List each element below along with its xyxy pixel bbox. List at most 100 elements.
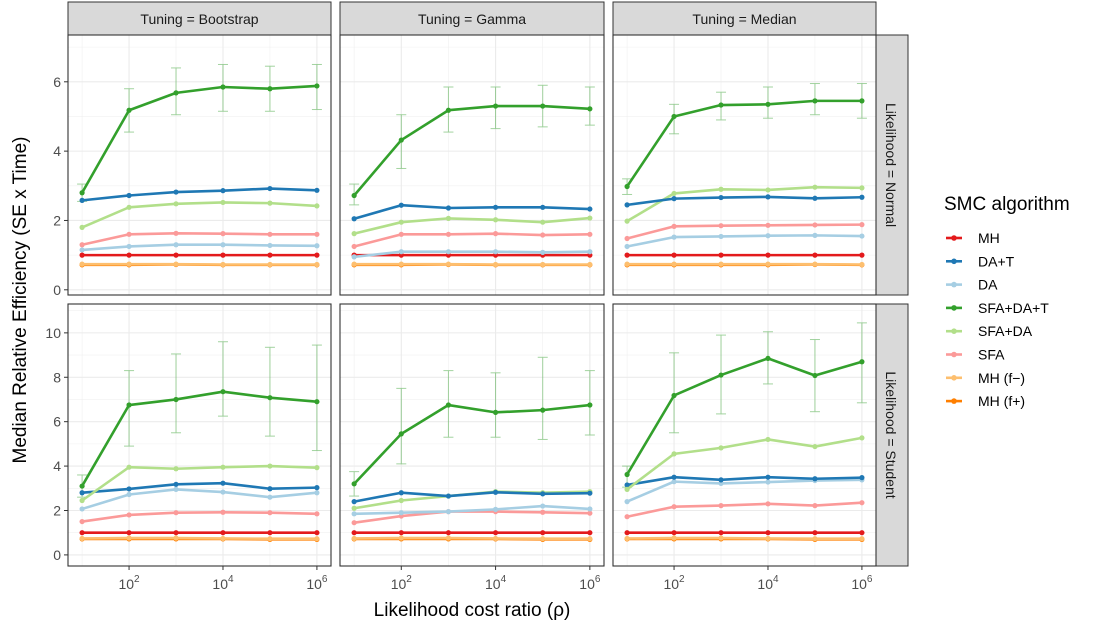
data-point-da [718, 233, 724, 240]
data-point-sfa [173, 230, 179, 236]
legend-entry-da: DA [946, 277, 998, 293]
data-point-mh [220, 530, 226, 536]
data-point-sfa [445, 231, 452, 237]
data-point-sfa [587, 510, 593, 516]
error-bar [264, 346, 275, 437]
data-point-mh [718, 252, 724, 258]
data-point-da-t [126, 192, 132, 199]
data-point-sfa-da-t [765, 101, 771, 107]
data-point-sfa [812, 222, 818, 228]
data-point-sfa-da [267, 200, 273, 206]
data-point-mh [126, 530, 132, 536]
data-point-da-t [398, 202, 404, 208]
y-tick-label: 6 [53, 74, 61, 90]
legend-key-point [951, 235, 957, 241]
data-point-sfa-da-t [173, 90, 179, 96]
data-point-mh-f [398, 261, 404, 267]
data-point-da-t [859, 475, 865, 481]
data-point-da [492, 249, 499, 255]
data-point-sfa-da-t [220, 84, 226, 90]
data-point-da [351, 511, 357, 517]
data-point-da-t [492, 204, 499, 210]
data-point-mh-f [859, 261, 865, 268]
data-point-sfa [624, 235, 630, 242]
series-line-sfa [626, 223, 862, 240]
data-point-sfa-da-t [351, 481, 357, 487]
data-point-da-t [812, 476, 818, 482]
data-point-da [540, 249, 546, 255]
data-point-mh-f [445, 535, 452, 541]
data-point-mh [859, 530, 865, 536]
data-point-da-t [718, 477, 724, 483]
y-tick-label: 4 [53, 143, 61, 159]
data-point-sfa [79, 518, 85, 525]
data-point-da-t [173, 189, 179, 195]
data-point-mh-f [718, 261, 724, 267]
strip-median [612, 1, 877, 36]
series-line-sfa-da [353, 216, 590, 235]
data-point-sfa-da [671, 451, 677, 457]
data-point-sfa [220, 509, 226, 515]
data-point-sfa-da-t [267, 86, 273, 92]
legend-label: SFA [978, 347, 1005, 363]
data-point-sfa-da [624, 218, 630, 224]
y-tick-label: 0 [53, 547, 61, 563]
data-point-da [173, 242, 179, 248]
strip-label-gamma: Tuning = Gamma [418, 11, 526, 27]
series-line-mh-f [82, 536, 317, 540]
data-point-sfa-da-t [718, 372, 724, 378]
data-point-sfa-da [671, 190, 677, 197]
series-line-sfa-da [626, 185, 862, 223]
data-point-sfa [859, 222, 865, 228]
y-axis-title: Median Relative Efficiency (SE x Time) [10, 137, 31, 464]
data-point-sfa-da-t [812, 98, 818, 104]
data-point-mh [812, 252, 818, 258]
error-bar [396, 387, 407, 465]
data-point-mh-f [79, 261, 85, 267]
data-point-sfa [79, 242, 85, 248]
data-point-sfa-da-t [671, 113, 677, 120]
legend-key-point [951, 305, 957, 311]
data-point-da [718, 480, 724, 487]
data-point-da [624, 499, 630, 505]
data-point-sfa-da-t [587, 402, 593, 408]
data-point-da [624, 243, 630, 250]
data-point-sfa-da [718, 186, 724, 192]
x-tick-label: 104 [485, 574, 507, 592]
data-point-mh-f [718, 535, 724, 541]
data-point-mh [220, 252, 226, 258]
data-point-mh-f [624, 261, 630, 267]
data-point-da-t [314, 485, 320, 491]
data-point-sfa-da-t [126, 107, 132, 113]
data-point-da-t [79, 490, 85, 496]
data-point-sfa-da [220, 199, 226, 206]
data-point-sfa [314, 511, 320, 517]
data-point-sfa-da-t [445, 402, 452, 408]
data-point-sfa-da-t [624, 183, 630, 190]
data-point-da-t [351, 216, 357, 222]
data-point-sfa [765, 501, 771, 507]
data-point-da [126, 243, 132, 250]
data-point-da [220, 242, 226, 248]
data-point-da [671, 234, 677, 240]
series-line-sfa-da-t [80, 390, 318, 487]
legend-entry-sfa-da: SFA+DA [946, 323, 1033, 339]
x-tick-label: 102 [663, 574, 685, 592]
error-bar [171, 353, 182, 434]
x-tick-label: 106 [579, 574, 601, 592]
data-point-da-t [492, 489, 499, 495]
data-point-mh-f [173, 261, 179, 267]
legend-key-point [951, 351, 957, 358]
data-point-mh [314, 530, 320, 536]
series-line-sfa-da [81, 464, 317, 502]
data-point-sfa-da-t [398, 137, 404, 143]
data-point-da [398, 510, 404, 516]
data-point-sfa-da-t [624, 471, 630, 478]
data-point-da [351, 254, 357, 260]
data-point-mh [126, 252, 132, 258]
y-tick-label: 4 [53, 458, 61, 474]
series-line-mh-f [627, 536, 862, 540]
data-point-sfa-da [267, 463, 273, 469]
data-point-mh-f [220, 535, 226, 542]
legend: SMC algorithm MHDA+TDASFA+DA+TSFA+DASFAM… [944, 194, 1070, 409]
